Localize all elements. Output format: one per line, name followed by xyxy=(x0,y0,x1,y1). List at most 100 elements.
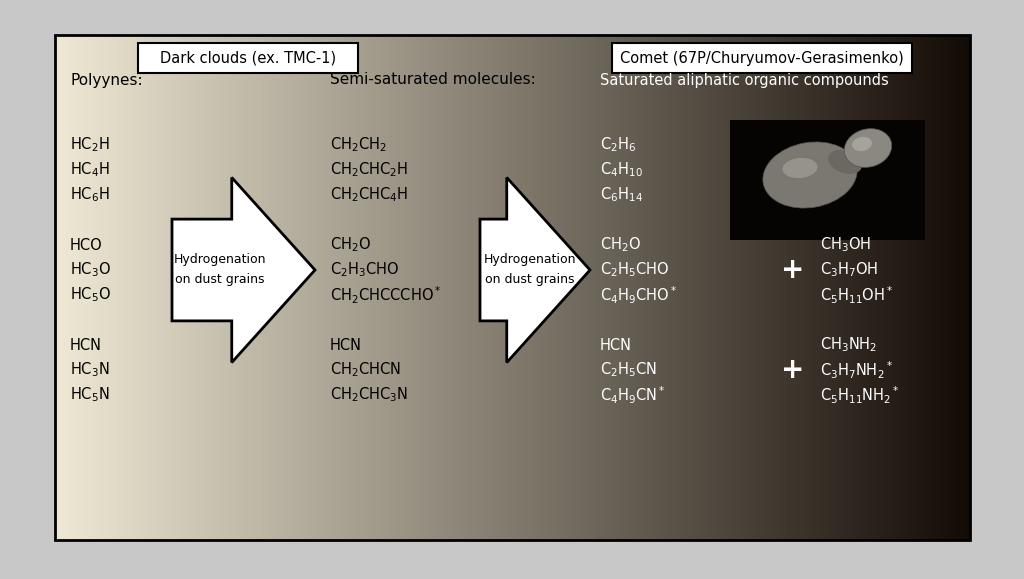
Bar xyxy=(758,35,761,540)
Bar xyxy=(389,35,392,540)
Bar xyxy=(208,35,212,540)
Bar xyxy=(280,35,283,540)
Bar xyxy=(608,35,612,540)
Bar xyxy=(105,35,109,540)
Bar xyxy=(964,35,967,540)
Bar xyxy=(528,35,531,540)
Bar xyxy=(96,35,99,540)
Bar xyxy=(745,35,750,540)
Ellipse shape xyxy=(845,129,892,167)
Bar xyxy=(215,35,218,540)
Bar xyxy=(380,35,383,540)
Bar xyxy=(65,35,68,540)
Text: Saturated aliphatic organic compounds: Saturated aliphatic organic compounds xyxy=(600,72,889,87)
Bar xyxy=(412,35,415,540)
Bar xyxy=(611,35,614,540)
Bar xyxy=(769,35,772,540)
Bar xyxy=(467,35,470,540)
Bar xyxy=(367,35,370,540)
Bar xyxy=(629,35,633,540)
Bar xyxy=(465,35,468,540)
Bar xyxy=(71,35,75,540)
Bar xyxy=(582,35,585,540)
Bar xyxy=(664,35,667,540)
Bar xyxy=(543,35,546,540)
Bar xyxy=(632,35,635,540)
Bar xyxy=(185,35,188,540)
Bar xyxy=(423,35,427,540)
Bar xyxy=(830,35,834,540)
Text: C$_3$H$_7$NH$_2$$^*$: C$_3$H$_7$NH$_2$$^*$ xyxy=(820,360,893,381)
Bar xyxy=(142,35,145,540)
Bar xyxy=(883,35,887,540)
Bar xyxy=(652,35,655,540)
Text: CH$_3$NH$_2$: CH$_3$NH$_2$ xyxy=(820,336,878,354)
Bar xyxy=(371,35,374,540)
Text: Hydrogenation: Hydrogenation xyxy=(174,254,266,266)
Bar xyxy=(508,35,511,540)
Bar xyxy=(697,35,701,540)
Bar xyxy=(325,35,329,540)
Bar xyxy=(222,35,225,540)
Bar xyxy=(398,35,401,540)
Bar xyxy=(949,35,952,540)
Bar xyxy=(304,35,307,540)
Bar xyxy=(958,35,962,540)
Bar xyxy=(460,35,463,540)
Bar xyxy=(243,35,246,540)
Bar xyxy=(158,35,161,540)
Bar xyxy=(190,35,194,540)
Bar xyxy=(556,35,559,540)
Bar xyxy=(680,35,683,540)
Bar xyxy=(554,35,557,540)
Bar xyxy=(311,35,314,540)
Text: CH$_2$CHC$_2$H: CH$_2$CHC$_2$H xyxy=(330,160,409,179)
Text: Dark clouds (ex. TMC-1): Dark clouds (ex. TMC-1) xyxy=(160,50,336,65)
Bar xyxy=(167,35,170,540)
Bar xyxy=(245,35,248,540)
Text: C$_6$H$_{14}$: C$_6$H$_{14}$ xyxy=(600,186,643,204)
Bar xyxy=(152,35,155,540)
Bar xyxy=(339,35,342,540)
Bar xyxy=(417,35,420,540)
Bar xyxy=(510,35,513,540)
Bar xyxy=(730,35,733,540)
Bar xyxy=(799,35,802,540)
Bar xyxy=(318,35,322,540)
Bar xyxy=(823,35,827,540)
Bar xyxy=(328,35,331,540)
Bar xyxy=(835,35,839,540)
Bar xyxy=(668,35,672,540)
Bar xyxy=(345,35,349,540)
Bar xyxy=(749,35,752,540)
Bar xyxy=(954,35,957,540)
Polygon shape xyxy=(480,178,590,362)
Text: C$_4$H$_9$CN$^*$: C$_4$H$_9$CN$^*$ xyxy=(600,384,666,406)
Bar xyxy=(803,35,806,540)
Bar xyxy=(599,35,603,540)
Bar xyxy=(382,35,385,540)
Bar xyxy=(284,35,287,540)
Bar xyxy=(354,35,358,540)
Text: HC$_5$N: HC$_5$N xyxy=(70,386,110,404)
Bar xyxy=(213,35,216,540)
Text: CH$_3$OH: CH$_3$OH xyxy=(820,236,871,254)
Bar xyxy=(482,35,486,540)
Bar xyxy=(782,35,785,540)
Bar xyxy=(833,35,836,540)
Bar xyxy=(739,35,742,540)
Bar xyxy=(847,35,850,540)
Bar xyxy=(193,35,196,540)
Bar xyxy=(940,35,943,540)
Bar xyxy=(446,35,450,540)
Bar xyxy=(130,35,134,540)
Bar xyxy=(647,35,650,540)
Bar xyxy=(865,35,868,540)
Bar xyxy=(352,35,355,540)
Bar xyxy=(727,35,731,540)
Bar xyxy=(286,35,290,540)
Bar xyxy=(808,35,811,540)
Bar xyxy=(869,35,872,540)
Bar xyxy=(519,35,522,540)
Bar xyxy=(899,35,902,540)
